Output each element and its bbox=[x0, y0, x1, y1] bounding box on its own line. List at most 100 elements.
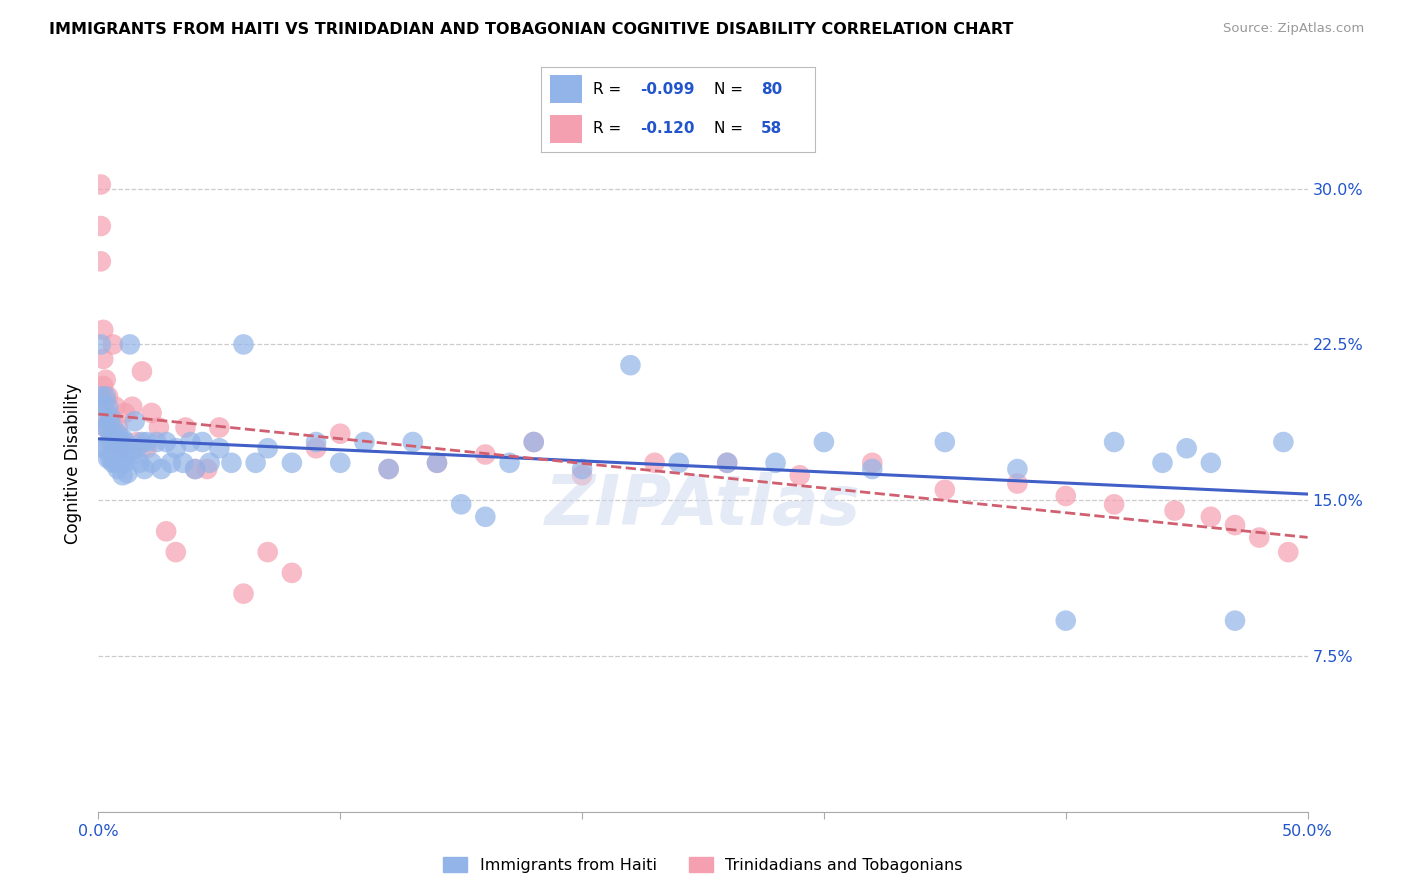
Point bbox=[94, 389, 117, 403]
Point bbox=[100, 414, 122, 428]
Point bbox=[1163, 503, 1185, 517]
Point bbox=[91, 379, 114, 393]
Point bbox=[198, 456, 221, 470]
Point bbox=[101, 442, 124, 456]
FancyBboxPatch shape bbox=[550, 115, 582, 143]
Point bbox=[165, 442, 187, 456]
Point bbox=[1277, 545, 1299, 559]
Point bbox=[1102, 435, 1125, 450]
Point bbox=[91, 323, 114, 337]
Point bbox=[121, 400, 143, 414]
Point bbox=[104, 435, 127, 450]
Point bbox=[128, 456, 150, 470]
Point bbox=[1272, 435, 1295, 450]
Point bbox=[90, 389, 112, 403]
Point bbox=[789, 468, 811, 483]
Text: N =: N = bbox=[714, 82, 748, 97]
Point bbox=[191, 435, 214, 450]
Point bbox=[281, 566, 304, 580]
Point bbox=[160, 456, 183, 470]
Point bbox=[145, 435, 167, 450]
Point bbox=[353, 435, 375, 450]
Point bbox=[104, 400, 127, 414]
Point bbox=[813, 435, 835, 450]
Point bbox=[1102, 497, 1125, 511]
Point bbox=[329, 426, 352, 441]
Point bbox=[1199, 456, 1222, 470]
Point bbox=[474, 448, 496, 462]
Point bbox=[402, 435, 425, 450]
Point bbox=[111, 435, 134, 450]
Point bbox=[141, 406, 163, 420]
Point bbox=[91, 442, 114, 456]
Point bbox=[155, 435, 177, 450]
Point bbox=[94, 373, 117, 387]
Point bbox=[90, 219, 112, 233]
Point bbox=[256, 442, 278, 456]
Point bbox=[1249, 531, 1271, 545]
Point bbox=[716, 456, 738, 470]
Point bbox=[172, 456, 194, 470]
Point bbox=[100, 410, 122, 425]
Point bbox=[101, 420, 124, 434]
Point bbox=[104, 435, 127, 450]
Text: N =: N = bbox=[714, 121, 748, 136]
Point bbox=[256, 545, 278, 559]
Point bbox=[426, 456, 449, 470]
Point bbox=[934, 483, 956, 497]
Point bbox=[101, 426, 124, 441]
Point bbox=[305, 435, 328, 450]
Point bbox=[108, 435, 131, 450]
Point bbox=[165, 545, 187, 559]
Point bbox=[97, 389, 120, 403]
Point bbox=[90, 178, 112, 192]
Point bbox=[91, 351, 114, 366]
Point bbox=[114, 406, 136, 420]
Point bbox=[934, 435, 956, 450]
Point bbox=[232, 587, 254, 601]
Point bbox=[117, 442, 139, 456]
Point bbox=[155, 524, 177, 539]
Point bbox=[121, 448, 143, 462]
Point bbox=[108, 435, 131, 450]
Point bbox=[111, 468, 134, 483]
Point bbox=[1054, 614, 1077, 628]
Point bbox=[426, 456, 449, 470]
Text: IMMIGRANTS FROM HAITI VS TRINIDADIAN AND TOBAGONIAN COGNITIVE DISABILITY CORRELA: IMMIGRANTS FROM HAITI VS TRINIDADIAN AND… bbox=[49, 22, 1014, 37]
Point bbox=[91, 410, 114, 425]
Point bbox=[644, 456, 666, 470]
Point bbox=[523, 435, 546, 450]
Point bbox=[100, 451, 122, 466]
Text: -0.099: -0.099 bbox=[640, 82, 695, 97]
Text: R =: R = bbox=[593, 82, 627, 97]
Point bbox=[127, 435, 149, 450]
Point bbox=[90, 337, 112, 351]
Point bbox=[377, 462, 399, 476]
Point bbox=[97, 400, 120, 414]
Point bbox=[101, 456, 124, 470]
Point bbox=[571, 468, 593, 483]
Point bbox=[184, 462, 207, 476]
Point bbox=[94, 442, 117, 456]
Point bbox=[619, 358, 641, 372]
Point bbox=[141, 456, 163, 470]
Point bbox=[104, 456, 127, 470]
Point bbox=[523, 435, 546, 450]
Point bbox=[131, 435, 153, 450]
Point bbox=[134, 462, 156, 476]
Point bbox=[184, 462, 207, 476]
Point bbox=[221, 456, 243, 470]
Point bbox=[1007, 462, 1029, 476]
Point bbox=[1007, 476, 1029, 491]
FancyBboxPatch shape bbox=[550, 76, 582, 103]
Point bbox=[174, 420, 197, 434]
Text: -0.120: -0.120 bbox=[640, 121, 695, 136]
Point bbox=[94, 420, 117, 434]
Point bbox=[377, 462, 399, 476]
Text: R =: R = bbox=[593, 121, 627, 136]
Point bbox=[117, 448, 139, 462]
Point bbox=[571, 462, 593, 476]
Point bbox=[100, 431, 122, 445]
Point bbox=[1199, 509, 1222, 524]
Point bbox=[498, 456, 520, 470]
